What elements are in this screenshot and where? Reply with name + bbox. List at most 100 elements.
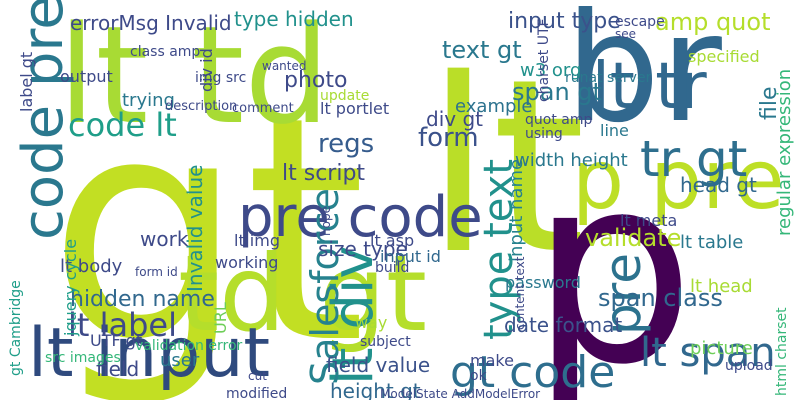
word: picture: [690, 338, 753, 359]
word: update: [320, 88, 369, 104]
word: Invalid value: [183, 165, 207, 292]
word: gt: [48, 51, 366, 400]
word: regs: [318, 129, 374, 159]
word: lt table: [680, 232, 743, 253]
word: div gt: [426, 107, 483, 131]
word: work: [140, 227, 189, 251]
word: lt input: [28, 314, 270, 393]
word: file: [757, 86, 782, 120]
word: label gt: [17, 52, 36, 112]
word: img src: [195, 70, 246, 86]
word: using: [525, 126, 563, 142]
word: lt td: [58, 0, 330, 154]
word: span class: [598, 284, 723, 312]
word: URL: [211, 302, 230, 334]
word: hope: [319, 206, 333, 236]
word: pre code: [238, 185, 483, 250]
word: charset UTF: [536, 18, 552, 102]
word: working: [215, 253, 278, 272]
word: jquery cycle: [61, 239, 80, 337]
word: lt head: [690, 276, 753, 297]
word: input type: [508, 9, 621, 34]
word: upload: [725, 358, 773, 374]
word: runat server: [565, 70, 652, 86]
word: description: [165, 99, 237, 114]
word: way: [355, 313, 387, 332]
word: escape: [615, 14, 665, 30]
word: date format: [504, 313, 622, 337]
word: size type: [318, 237, 408, 261]
word: Salesforce: [303, 188, 347, 385]
word: td gt: [178, 233, 427, 355]
word: quot amp: [525, 112, 592, 128]
word: lt portlet: [320, 99, 389, 118]
word: field: [96, 357, 139, 381]
word: wanted: [262, 59, 306, 73]
word: lt span: [640, 330, 776, 376]
word: user: [160, 350, 200, 371]
word: field value: [326, 353, 430, 377]
word: regular expression: [774, 69, 795, 236]
word: lt: [425, 27, 586, 307]
word: ModelState AddModelError: [380, 387, 540, 400]
word: input name: [506, 159, 527, 262]
word: head gt: [680, 173, 757, 197]
word: gt code: [450, 347, 615, 398]
word: output: [60, 67, 113, 86]
word: form: [418, 123, 479, 153]
word: lt meta: [620, 211, 677, 230]
word: lt div: [321, 245, 386, 385]
word: specified: [688, 47, 760, 66]
word: type hidden: [234, 7, 354, 31]
word: w3 org: [520, 60, 581, 81]
word: lt asp: [370, 231, 414, 250]
word: width height: [515, 150, 628, 171]
word: build: [375, 260, 409, 276]
word: height gt: [330, 379, 421, 400]
word: lt label: [68, 306, 177, 344]
word: p pre: [572, 133, 785, 228]
word: hidden name: [70, 287, 215, 312]
word: input id: [380, 247, 441, 266]
word: content text: [513, 256, 527, 330]
word: div id: [197, 48, 216, 92]
word: tr gt: [640, 130, 747, 188]
word: span gt: [512, 78, 602, 106]
word: pre: [594, 253, 652, 335]
word: modified: [226, 386, 287, 400]
word: gt Cambridge: [8, 280, 24, 376]
word: form id: [135, 265, 178, 279]
word: errorMsg Invalid: [70, 11, 232, 35]
word: trying: [122, 90, 175, 111]
word: photo: [284, 68, 347, 93]
word: lt script: [282, 161, 365, 186]
word: comment: [232, 101, 294, 116]
word: amp quot: [655, 8, 771, 36]
word: lt body: [60, 256, 123, 277]
word: ok: [470, 368, 488, 384]
word: make: [470, 351, 514, 370]
word: code lt: [68, 106, 177, 144]
word: class amp: [130, 44, 200, 60]
word: lt tr: [592, 50, 707, 124]
word: cut: [248, 369, 267, 383]
word: type text: [476, 159, 522, 340]
word: br: [565, 0, 722, 156]
word: line: [600, 121, 629, 140]
word: see: [615, 27, 636, 41]
word: subject: [360, 334, 411, 350]
word: lt img: [234, 231, 280, 250]
word: p: [530, 120, 695, 400]
word: html charset: [774, 307, 790, 396]
word: text gt: [442, 36, 522, 64]
word: password: [505, 273, 581, 292]
word: code pre: [11, 0, 76, 240]
word: validate: [585, 224, 681, 252]
word: example: [455, 96, 532, 117]
word: validation error: [135, 338, 243, 354]
word: UTF gt: [90, 331, 142, 350]
